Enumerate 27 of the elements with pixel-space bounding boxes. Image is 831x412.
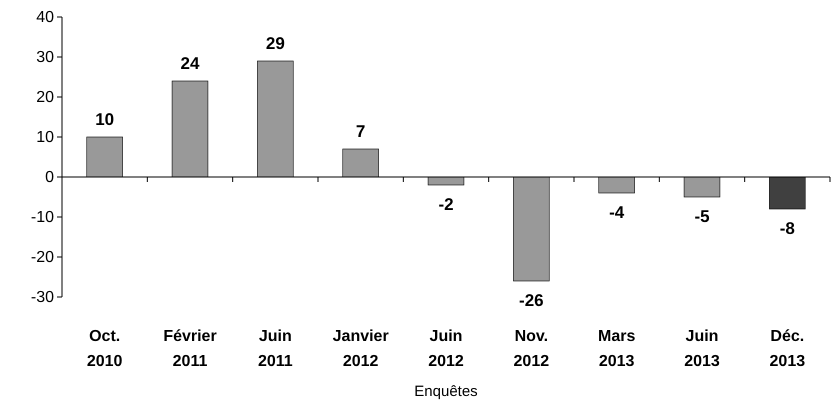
y-tick-label: -20 bbox=[30, 249, 54, 266]
x-tick-label: Février 2011 bbox=[163, 328, 217, 370]
data-label: 7 bbox=[356, 122, 366, 141]
data-label: 24 bbox=[180, 54, 200, 73]
x-tick-label: Juin 2011 bbox=[258, 328, 293, 370]
data-label: -4 bbox=[609, 203, 625, 222]
y-tick-label: 30 bbox=[36, 49, 54, 66]
x-tick-label: Janvier 2012 bbox=[332, 328, 389, 370]
y-tick-label: 20 bbox=[36, 89, 54, 106]
x-axis-title: Enquêtes bbox=[414, 383, 478, 400]
x-tick-label: Juin 2012 bbox=[428, 328, 464, 370]
data-label: 29 bbox=[266, 34, 285, 53]
y-tick-label: 40 bbox=[36, 9, 54, 26]
y-tick-label: -30 bbox=[30, 289, 54, 306]
x-tick-label: Oct. 2010 bbox=[86, 328, 123, 370]
data-label: -26 bbox=[519, 291, 544, 310]
x-tick-label: Nov. 2012 bbox=[514, 328, 550, 370]
data-label: -2 bbox=[438, 195, 454, 214]
y-tick-label: 0 bbox=[45, 169, 54, 186]
data-label: -5 bbox=[694, 207, 710, 226]
x-tick-label: Mars 2013 bbox=[598, 328, 636, 370]
data-label: 10 bbox=[95, 110, 114, 129]
x-tick-label: Juin 2013 bbox=[684, 328, 720, 370]
y-tick-label: 10 bbox=[36, 129, 54, 146]
y-tick-label: -10 bbox=[30, 209, 54, 226]
data-label: -8 bbox=[780, 219, 795, 238]
x-tick-label: Déc. 2013 bbox=[770, 328, 806, 370]
